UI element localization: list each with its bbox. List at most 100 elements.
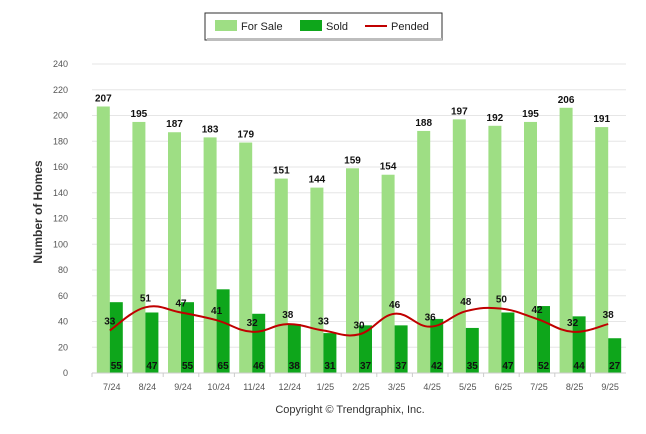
x-tick-label: 1/25	[317, 382, 335, 392]
legend-swatch	[300, 20, 322, 31]
for-sale-bar[interactable]	[381, 174, 395, 373]
sold-label: 35	[467, 361, 479, 372]
x-tick-label: 9/25	[601, 382, 619, 392]
y-tick-label: 20	[58, 342, 68, 352]
sold-bar[interactable]	[109, 302, 123, 373]
pended-label: 32	[247, 318, 259, 329]
x-tick-label: 2/25	[352, 382, 370, 392]
pended-label: 38	[282, 310, 294, 321]
sold-bar[interactable]	[252, 313, 266, 373]
for-sale-bar[interactable]	[524, 121, 537, 373]
x-tick-label: 5/25	[459, 382, 477, 392]
x-tick-label: 10/24	[207, 382, 230, 392]
for-sale-bar[interactable]	[96, 106, 110, 374]
for-sale-bar[interactable]	[239, 142, 253, 373]
y-tick-label: 40	[58, 317, 68, 327]
sold-bar[interactable]	[181, 302, 194, 373]
x-tick-label: 6/25	[495, 382, 513, 392]
sold-bar[interactable]	[394, 325, 408, 373]
sold-label: 65	[218, 361, 230, 372]
for-sale-label: 159	[344, 155, 361, 166]
sold-label: 47	[146, 361, 158, 372]
copyright: Copyright © Trendgraphix, Inc.	[275, 404, 424, 416]
for-sale-bar[interactable]	[346, 168, 359, 373]
y-tick-label: 160	[53, 162, 68, 172]
sold-bar[interactable]	[501, 312, 515, 373]
pended-label: 38	[603, 310, 615, 321]
sold-bar[interactable]	[608, 338, 622, 373]
sold-bar[interactable]	[145, 312, 159, 373]
for-sale-bar[interactable]	[417, 130, 431, 373]
x-tick-label: 7/25	[530, 382, 548, 392]
for-sale-label: 154	[380, 162, 397, 173]
sold-bar[interactable]	[323, 333, 337, 373]
for-sale-bar[interactable]	[274, 178, 288, 373]
sold-label: 47	[502, 361, 514, 372]
y-tick-label: 0	[63, 368, 68, 378]
for-sale-bar[interactable]	[168, 132, 181, 373]
legend-label[interactable]: Pended	[391, 21, 429, 33]
pended-label: 32	[567, 318, 579, 329]
for-sale-bar[interactable]	[452, 119, 466, 373]
pended-label: 51	[140, 293, 152, 304]
sold-label: 44	[574, 361, 586, 372]
for-sale-label: 183	[202, 124, 219, 135]
for-sale-label: 188	[415, 118, 432, 129]
sold-label: 38	[289, 361, 301, 372]
for-sale-bar[interactable]	[488, 125, 502, 373]
sold-bar[interactable]	[430, 318, 444, 373]
pended-label: 36	[425, 313, 437, 324]
pended-label: 33	[318, 317, 330, 328]
legend-shadow	[207, 38, 442, 41]
pended-label: 50	[496, 295, 508, 306]
for-sale-label: 192	[487, 113, 504, 124]
x-tick-label: 8/25	[566, 382, 584, 392]
for-sale-label: 151	[273, 166, 290, 177]
x-tick-label: 9/24	[174, 382, 192, 392]
pended-label: 47	[175, 298, 187, 309]
for-sale-label: 197	[451, 106, 468, 117]
for-sale-label: 191	[593, 114, 610, 125]
x-tick-label: 7/24	[103, 382, 121, 392]
sold-label: 42	[431, 361, 443, 372]
y-tick-label: 140	[53, 188, 68, 198]
x-tick-label: 8/24	[139, 382, 157, 392]
x-tick-label: 4/25	[423, 382, 441, 392]
for-sale-label: 206	[558, 95, 575, 106]
for-sale-label: 207	[95, 93, 112, 104]
legend: For Sale Sold Pended	[204, 12, 443, 41]
legend-label[interactable]: Sold	[326, 21, 348, 33]
y-tick-label: 200	[53, 111, 68, 121]
sold-bar[interactable]	[287, 324, 301, 373]
data-labels: 207 195 187 183 179 151 144 159 154 188 197 192 195 2…	[95, 93, 621, 372]
for-sale-bar[interactable]	[132, 121, 146, 373]
sold-label: 55	[111, 361, 123, 372]
pended-label: 33	[104, 317, 116, 328]
for-sale-bar[interactable]	[203, 137, 217, 373]
for-sale-bar[interactable]	[559, 107, 573, 374]
sold-bar[interactable]	[216, 289, 230, 373]
sold-bar[interactable]	[465, 327, 479, 373]
sold-label: 46	[253, 361, 265, 372]
y-tick-label: 60	[58, 291, 68, 301]
for-sale-label: 195	[131, 109, 148, 120]
pended-line-layer	[109, 305, 609, 337]
for-sale-label: 187	[166, 119, 183, 130]
sold-bar[interactable]	[359, 325, 372, 373]
pended-label: 48	[460, 297, 472, 308]
y-tick-label: 80	[58, 265, 68, 275]
for-sale-bar[interactable]	[595, 127, 609, 374]
sold-label: 37	[396, 361, 408, 372]
y-axis-label: Number of Homes	[31, 160, 45, 264]
sold-label: 52	[538, 361, 550, 372]
y-tick-label: 100	[53, 239, 68, 249]
legend-label[interactable]: For Sale	[241, 21, 283, 33]
x-tick-label: 11/24	[243, 382, 265, 392]
pended-line[interactable]	[109, 305, 609, 337]
for-sale-label: 179	[237, 130, 254, 141]
pended-label: 46	[389, 300, 401, 311]
for-sale-bar[interactable]	[310, 187, 324, 373]
bars	[96, 106, 622, 374]
x-tick-label: 3/25	[388, 382, 406, 392]
x-tick-label: 12/24	[279, 382, 302, 392]
